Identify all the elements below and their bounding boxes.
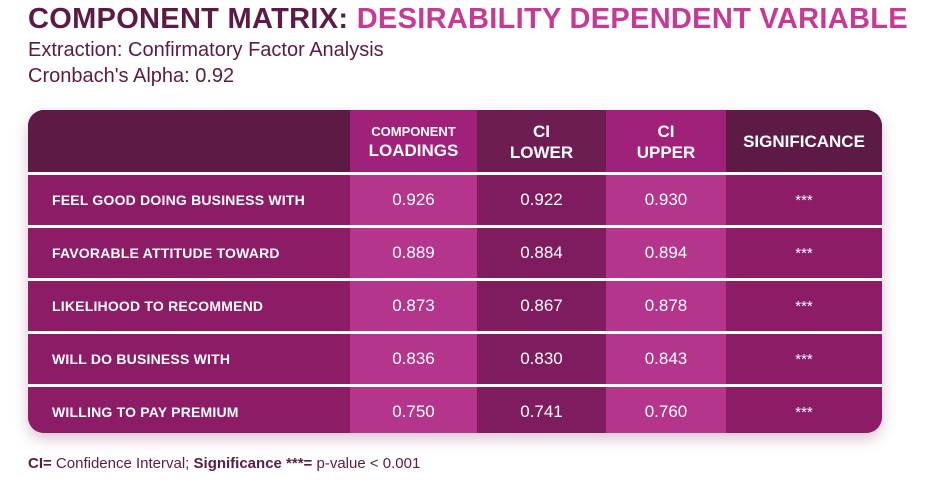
- page-title: COMPONENT MATRIX: DESIRABILITY DEPENDENT…: [28, 2, 908, 36]
- title-accent: DESIRABILITY DEPENDENT VARIABLE: [356, 3, 908, 35]
- ci-upper-column-bg: [606, 172, 726, 433]
- header-ci-lower-line2: LOWER: [509, 143, 574, 162]
- significance-column-bg: [726, 172, 882, 433]
- ci-lower-value: 0.830: [520, 349, 563, 368]
- header-ci-upper: CI UPPER: [606, 110, 726, 172]
- component-matrix-table: COMPONENT LOADINGS CI LOWER CI UPPER SIG…: [28, 110, 882, 433]
- row-label: FEEL GOOD DOING BUSINESS WITH: [52, 192, 305, 208]
- table-row: WILLING TO PAY PREMIUM 0.750 0.741 0.760…: [28, 387, 882, 433]
- row-divider: [28, 225, 882, 228]
- row-label: WILL DO BUSINESS WITH: [52, 351, 231, 367]
- footnote-significance-key: Significance ***=: [193, 455, 313, 472]
- loadings-column-bg: [350, 172, 477, 433]
- header-ci-upper-line2: UPPER: [636, 143, 696, 162]
- significance-value: ***: [795, 297, 813, 315]
- table-header: COMPONENT LOADINGS CI LOWER CI UPPER SIG…: [28, 110, 882, 172]
- ci-lower-value: 0.884: [520, 243, 563, 262]
- header-ci-lower-line1: CI: [533, 122, 550, 141]
- significance-value: ***: [795, 244, 813, 262]
- footnote-ci-key: CI=: [28, 455, 52, 472]
- header-significance: SIGNIFICANCE: [726, 110, 882, 172]
- row-label: FAVORABLE ATTITUDE TOWARD: [52, 245, 280, 261]
- loading-value: 0.873: [392, 296, 435, 315]
- loading-value: 0.750: [392, 402, 435, 421]
- header-loadings-line1: COMPONENT: [371, 123, 456, 139]
- footnote-ci-text: Confidence Interval;: [51, 455, 194, 472]
- ci-lower-value: 0.741: [520, 402, 563, 421]
- row-divider: [28, 331, 882, 334]
- table-row: WILL DO BUSINESS WITH 0.836 0.830 0.843 …: [28, 334, 882, 384]
- title-prefix: COMPONENT MATRIX:: [28, 3, 349, 35]
- table-row: FAVORABLE ATTITUDE TOWARD 0.889 0.884 0.…: [28, 228, 882, 278]
- row-label: WILLING TO PAY PREMIUM: [52, 404, 239, 420]
- row-divider: [28, 278, 882, 281]
- subtitle-alpha: Cronbach's Alpha: 0.92: [28, 65, 235, 87]
- row-divider: [28, 172, 882, 175]
- significance-value: ***: [795, 403, 813, 421]
- ci-upper-value: 0.843: [644, 349, 688, 368]
- ci-lower-value: 0.922: [520, 190, 563, 209]
- table-row: LIKELIHOOD TO RECOMMEND 0.873 0.867 0.87…: [28, 281, 882, 331]
- label-column-bg: [28, 172, 350, 433]
- significance-value: ***: [795, 191, 813, 209]
- significance-value: ***: [795, 350, 813, 368]
- header-loadings-line2: LOADINGS: [368, 140, 459, 160]
- header-ci-upper-line1: CI: [657, 122, 675, 141]
- ci-upper-value: 0.760: [644, 402, 688, 421]
- header-component-loadings: COMPONENT LOADINGS: [350, 110, 477, 172]
- ci-upper-value: 0.930: [644, 190, 688, 209]
- header-ci-lower: CI LOWER: [477, 110, 606, 172]
- ci-upper-value: 0.878: [644, 296, 688, 315]
- loading-value: 0.889: [392, 243, 435, 262]
- ci-upper-value: 0.894: [644, 243, 688, 262]
- loading-value: 0.926: [392, 190, 435, 209]
- loading-value: 0.836: [392, 349, 435, 368]
- ci-lower-column-bg: [477, 172, 606, 433]
- ci-lower-value: 0.867: [520, 296, 563, 315]
- row-label: LIKELIHOOD TO RECOMMEND: [52, 298, 264, 314]
- footnote: CI= Confidence Interval; Significance **…: [28, 455, 420, 472]
- subtitle-extraction: Extraction: Confirmatory Factor Analysis: [28, 39, 384, 61]
- row-divider: [28, 384, 882, 387]
- footnote-significance-text: p-value < 0.001: [312, 455, 421, 472]
- table-row: FEEL GOOD DOING BUSINESS WITH 0.926 0.92…: [28, 175, 882, 225]
